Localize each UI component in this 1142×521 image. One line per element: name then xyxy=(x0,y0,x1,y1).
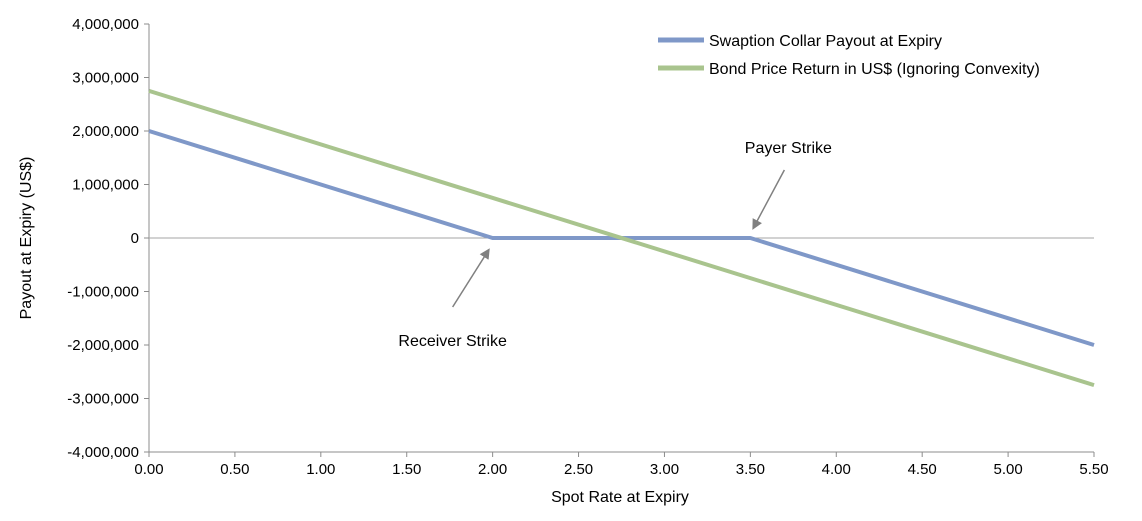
y-tick-label: 0 xyxy=(131,230,139,247)
receiver-strike-label: Receiver Strike xyxy=(398,333,507,350)
y-tick-label: -1,000,000 xyxy=(67,284,139,301)
y-tick-label: 3,000,000 xyxy=(72,70,139,87)
legend-label-2: Bond Price Return in US$ (Ignoring Conve… xyxy=(709,61,1040,78)
x-tick-label: 2.50 xyxy=(564,461,593,478)
y-tick-label: 2,000,000 xyxy=(72,123,139,140)
x-tick-label: 1.50 xyxy=(392,461,421,478)
x-tick-label: 3.50 xyxy=(736,461,765,478)
y-tick-label: 1,000,000 xyxy=(72,177,139,194)
x-tick-label: 0.00 xyxy=(134,461,163,478)
y-tick-label: -2,000,000 xyxy=(67,337,139,354)
x-tick-label: 4.50 xyxy=(908,461,937,478)
payer-strike-label: Payer Strike xyxy=(745,140,832,157)
x-tick-label: 0.50 xyxy=(220,461,249,478)
receiver-strike-arrow xyxy=(452,248,490,308)
axes: 4,000,000 3,000,000 2,000,000 1,000,000 0 -1,… xyxy=(67,16,1108,478)
annotations: Receiver Strike Payer Strike xyxy=(398,140,832,350)
x-tick-label: 5.50 xyxy=(1079,461,1108,478)
x-tick-label: 2.00 xyxy=(478,461,507,478)
payer-strike-arrow xyxy=(752,169,786,230)
series-layer xyxy=(148,88,1095,388)
x-axis-title: Spot Rate at Expiry xyxy=(551,489,689,506)
y-tick-label: -4,000,000 xyxy=(67,444,139,461)
y-axis-title: Payout at Expiry (US$) xyxy=(18,157,35,320)
y-tick-label: 4,000,000 xyxy=(72,16,139,33)
legend-label-1: Swaption Collar Payout at Expiry xyxy=(709,33,942,50)
legend: Swaption Collar Payout at Expiry Bond Pri… xyxy=(658,33,1040,78)
x-tick-label: 5.00 xyxy=(993,461,1022,478)
series-line-2 xyxy=(148,88,1095,388)
x-tick-label: 3.00 xyxy=(650,461,679,478)
x-tick-label: 4.00 xyxy=(822,461,851,478)
x-tick-label: 1.00 xyxy=(306,461,335,478)
y-tick-label: -3,000,000 xyxy=(67,391,139,408)
